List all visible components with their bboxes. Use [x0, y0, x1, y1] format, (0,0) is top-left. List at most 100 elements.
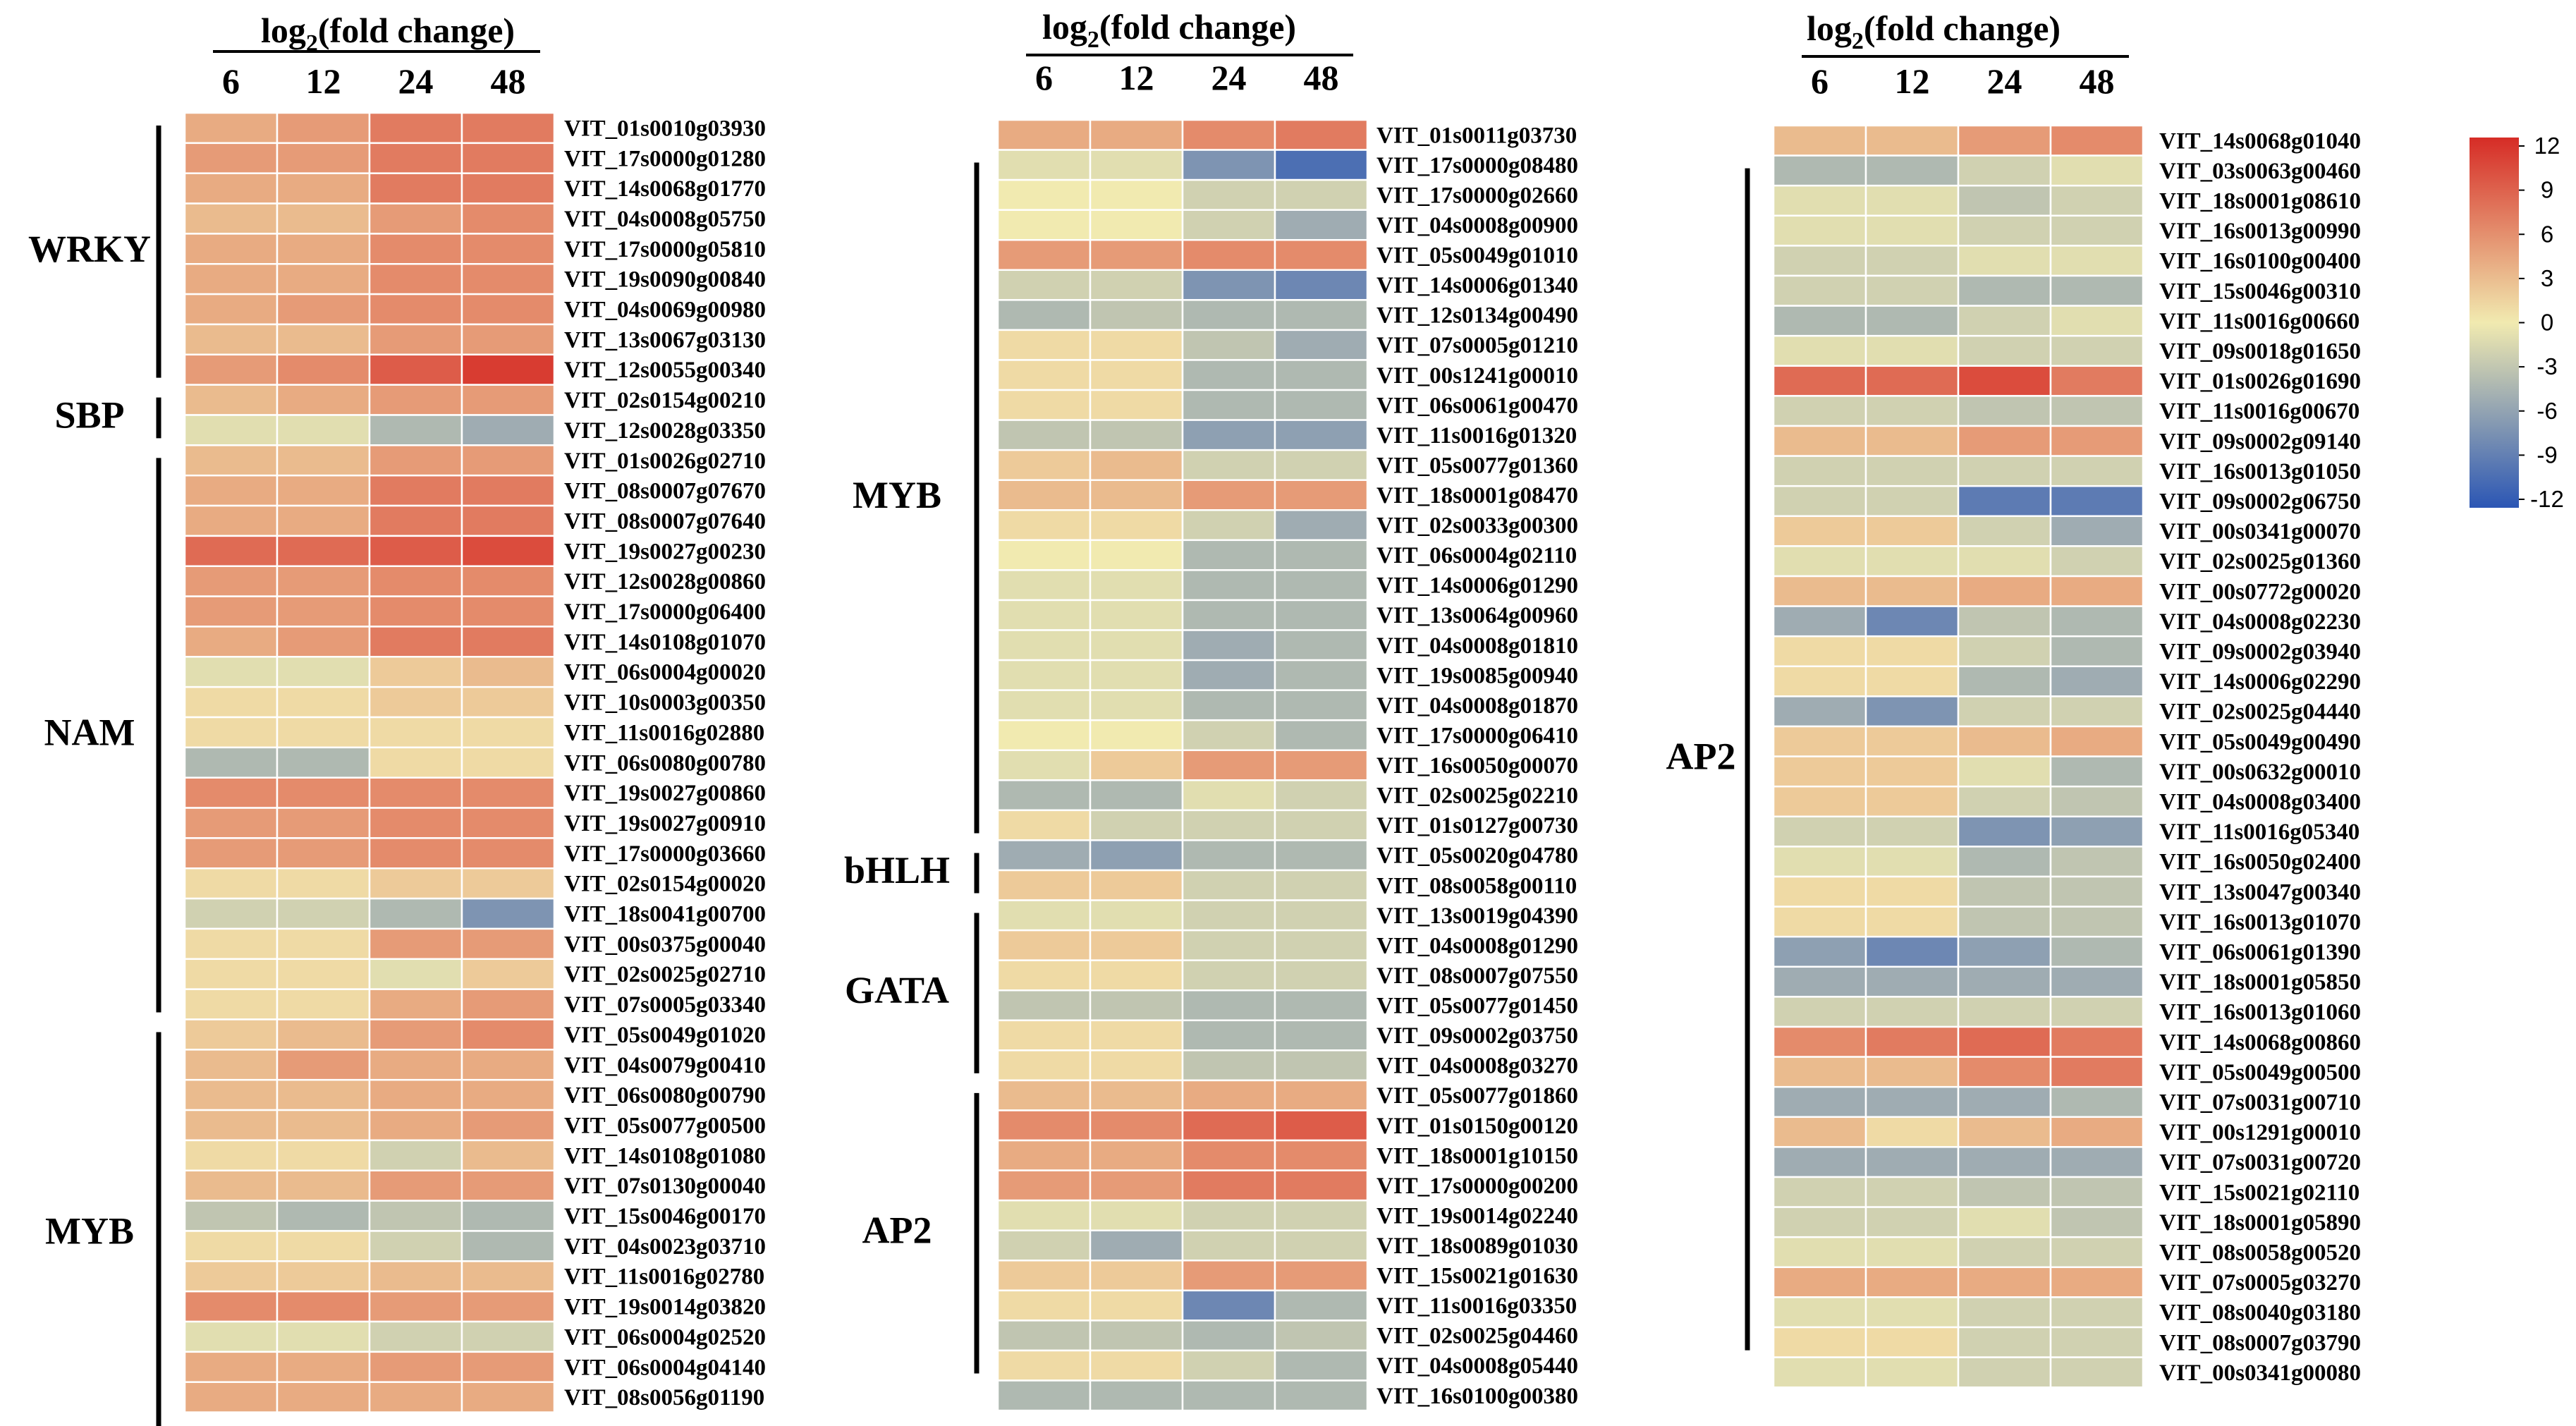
heatmap-cell: [1864, 785, 1960, 818]
gene-label: VIT_19s0014g03820: [564, 1295, 766, 1320]
heatmap-cell: [1274, 1379, 1369, 1412]
gene-label: VIT_04s0008g00900: [1376, 213, 1578, 238]
heatmap-cell: [1089, 149, 1184, 181]
heatmap-cell: [1772, 1025, 1867, 1058]
heatmap-cell: [996, 118, 1092, 151]
heatmap-cell: [276, 233, 371, 265]
gene-label: VIT_06s0004g00020: [564, 660, 766, 685]
gene-label: VIT_02s0154g00020: [564, 872, 766, 897]
gene-label: VIT_02s0033g00300: [1376, 513, 1578, 539]
gene-label: VIT_12s0028g03350: [564, 418, 766, 444]
gene-label: VIT_02s0025g02710: [564, 962, 766, 987]
heatmap-cell: [1772, 425, 1867, 457]
heatmap-cell: [996, 539, 1092, 571]
heatmap-cell: [1864, 1176, 1960, 1208]
heatmap-cell: [996, 869, 1092, 901]
colorbar: 12 9 6 3 0 -3 -6 -9 -12: [2470, 133, 2564, 512]
heatmap-cell: [276, 1139, 371, 1172]
heatmap-cell: [1957, 1116, 2052, 1148]
heatmap-cell: [1181, 899, 1276, 932]
gene-label: VIT_04s0023g03710: [564, 1234, 766, 1260]
heatmap-cell: [1772, 755, 1867, 788]
heatmap-cell: [183, 384, 279, 416]
heatmap-cell: [1274, 479, 1369, 511]
heatmap-cell: [2049, 996, 2144, 1028]
heatmap-cell: [183, 897, 279, 930]
heatmap-cell: [183, 444, 279, 477]
heatmap-cell: [1181, 959, 1276, 992]
column-label-24: 24: [1987, 61, 2022, 101]
gene-label: VIT_02s0154g00210: [564, 388, 766, 413]
heatmap-cell: [1957, 334, 2052, 367]
group-label: WRKY: [28, 228, 151, 270]
heatmap-cell: [1957, 1085, 2052, 1119]
heatmap-cell: [1772, 1326, 1867, 1358]
heatmap-cell: [1772, 1236, 1867, 1269]
heatmap-cell: [1957, 425, 2052, 457]
heatmap-cell: [1089, 1079, 1184, 1111]
heatmap-cell: [368, 111, 463, 145]
heatmap-cell: [276, 1290, 371, 1323]
heatmap-cell: [1864, 1326, 1960, 1358]
heatmap-cell: [368, 474, 463, 507]
heatmap-cell: [2049, 245, 2144, 277]
heatmap-cell: [276, 927, 371, 961]
heatmap-cell: [460, 988, 556, 1020]
colorbar-tick-label: 9: [2541, 177, 2553, 203]
heatmap-cell: [1181, 599, 1276, 631]
heatmap-cell: [1772, 365, 1867, 397]
gene-label: VIT_05s0077g01360: [1376, 453, 1578, 478]
heatmap-cell: [1957, 605, 2052, 638]
heatmap-cell: [276, 656, 371, 688]
heatmap-cell: [460, 353, 556, 386]
gene-label: VIT_01s0026g02710: [564, 449, 766, 474]
heatmap-cell: [2049, 124, 2144, 157]
heatmap-cell: [2049, 965, 2144, 998]
heatmap-cell: [1181, 299, 1276, 331]
heatmap-cell: [1181, 569, 1276, 602]
heatmap-cell: [2049, 785, 2144, 818]
heatmap-cell: [1181, 629, 1276, 662]
heatmap-cell: [996, 1229, 1092, 1262]
heatmap-cell: [460, 1139, 556, 1172]
heatmap-cell: [2049, 695, 2144, 728]
heatmap-cell: [183, 1018, 279, 1051]
gene-label: VIT_16s0050g02400: [2159, 850, 2361, 875]
heatmap-cell: [1274, 779, 1369, 812]
heatmap-cell: [1274, 1139, 1369, 1171]
heatmap-cell: [1181, 389, 1276, 421]
heatmap-cell: [1274, 1049, 1369, 1082]
gene-label: VIT_14s0006g01290: [1376, 573, 1578, 599]
heatmap-cell: [1274, 1019, 1369, 1052]
heatmap-cell: [183, 988, 279, 1020]
gene-label: VIT_09s0002g09140: [2159, 429, 2361, 454]
heatmap-cell: [996, 599, 1092, 631]
heatmap-cell: [1274, 1199, 1369, 1231]
heatmap-cell: [1089, 1109, 1184, 1142]
heatmap-cell: [2049, 545, 2144, 578]
heatmap-cell: [1772, 1116, 1867, 1148]
heatmap-cell: [1089, 1229, 1184, 1262]
group-label: bHLH: [844, 849, 950, 891]
heatmap-cell: [996, 149, 1092, 181]
gene-label: VIT_00s1241g00010: [1376, 363, 1578, 389]
heatmap-cell: [276, 384, 371, 416]
heatmap-cell: [276, 867, 371, 900]
gene-label: VIT_16s0013g01060: [2159, 1000, 2361, 1025]
heatmap-cell: [368, 867, 463, 900]
heatmap-cell: [1864, 755, 1960, 788]
heatmap-cell: [1957, 1206, 2052, 1238]
heatmap-cell: [996, 959, 1092, 992]
heatmap-cell: [1089, 899, 1184, 932]
heatmap-cell: [1274, 989, 1369, 1022]
heatmap-cell: [1957, 214, 2052, 247]
gene-label: VIT_18s0089g01030: [1376, 1233, 1578, 1259]
colorbar-tick-label: 12: [2534, 133, 2560, 159]
heatmap-cell: [1864, 1116, 1960, 1148]
heatmap-cell: [276, 1169, 371, 1202]
heatmap-cell: [1089, 1349, 1184, 1382]
heatmap-cell: [183, 746, 279, 779]
gene-label: VIT_08s0040g03180: [2159, 1300, 2361, 1326]
heatmap-cell: [1772, 725, 1867, 757]
heatmap-cell: [996, 238, 1092, 272]
